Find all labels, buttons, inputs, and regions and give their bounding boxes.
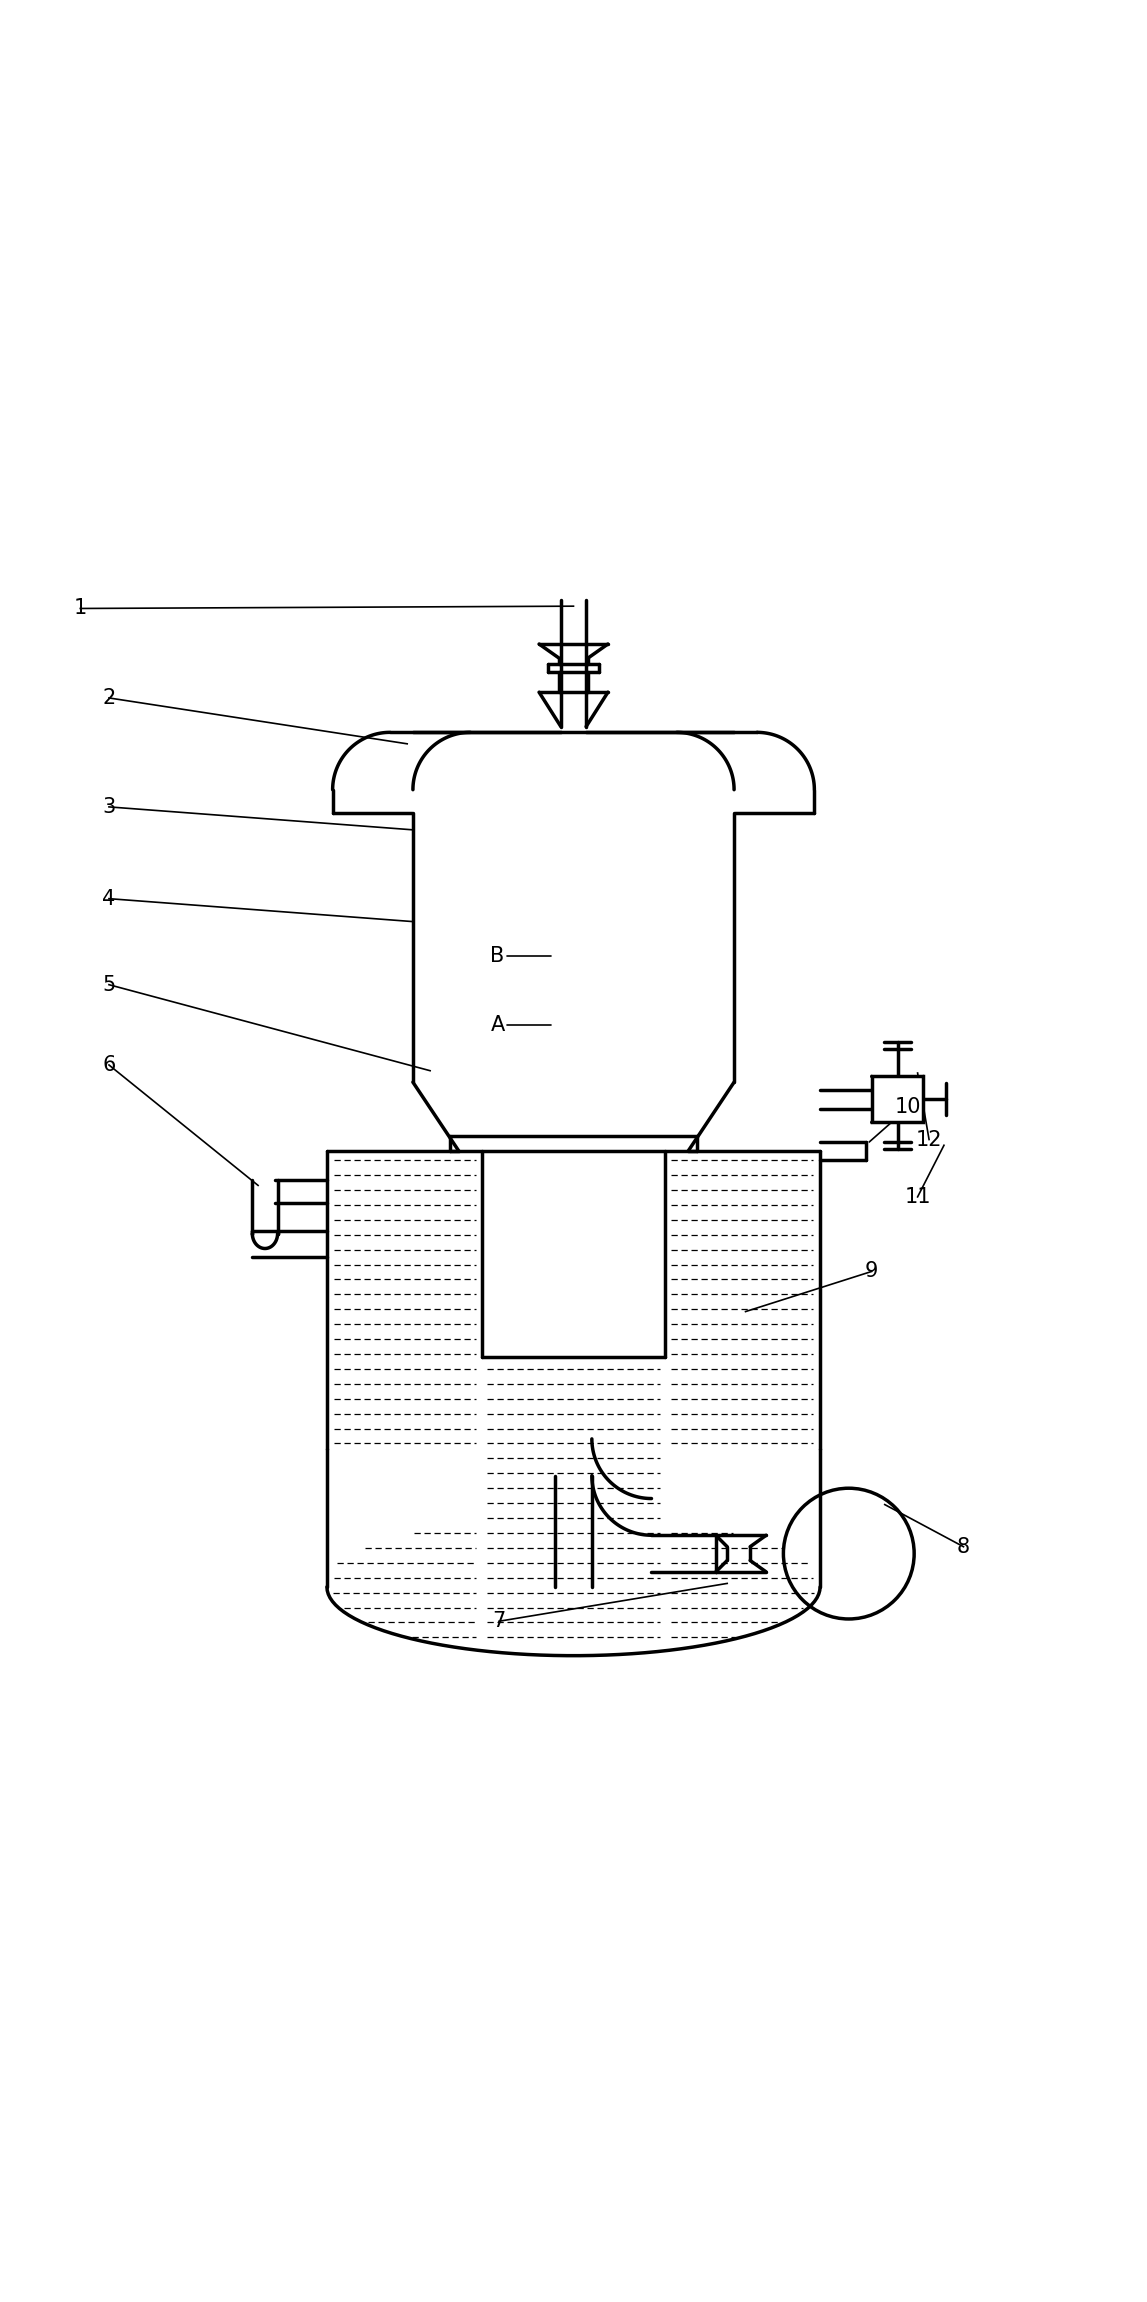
- Text: 11: 11: [904, 1188, 931, 1206]
- Bar: [872, 1077, 923, 1123]
- Text: 9: 9: [865, 1261, 879, 1282]
- Text: 1: 1: [73, 599, 87, 619]
- Text: 4: 4: [102, 889, 116, 909]
- Text: 6: 6: [102, 1054, 116, 1075]
- Text: B: B: [491, 946, 505, 967]
- Text: A: A: [491, 1015, 505, 1036]
- Text: 5: 5: [102, 974, 116, 994]
- Text: 8: 8: [957, 1538, 970, 1556]
- Text: 12: 12: [915, 1130, 943, 1149]
- Text: 3: 3: [102, 796, 116, 817]
- Text: 2: 2: [102, 688, 116, 709]
- Text: 7: 7: [492, 1611, 506, 1632]
- Text: 10: 10: [895, 1098, 922, 1116]
